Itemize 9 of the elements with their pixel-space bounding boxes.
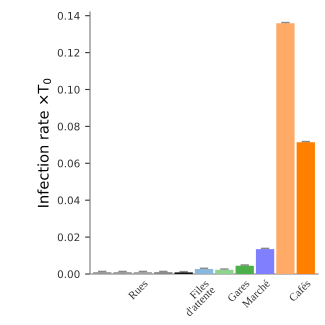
y-tick-label: 0.02 (58, 233, 80, 242)
y-tick-label: 0.06 (58, 160, 80, 168)
y-axis-title: Infection rate ×T$_{0}$ (37, 78, 52, 207)
y-tick-label: 0.00 (58, 270, 80, 278)
y-tick-label: 0.04 (58, 196, 80, 204)
y-tick-label: 0.12 (58, 48, 80, 57)
y-tick-label: 0.10 (58, 86, 80, 94)
y-tick-label: 0.08 (58, 122, 80, 130)
y-tick-label: 0.14 (58, 12, 80, 20)
